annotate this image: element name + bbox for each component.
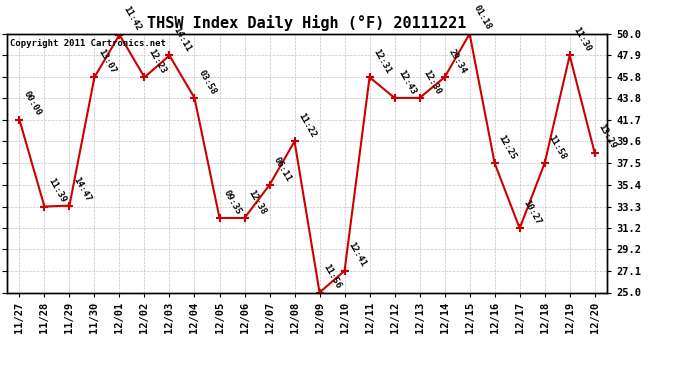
Text: Copyright 2011 Cartronics.net: Copyright 2011 Cartronics.net: [10, 39, 166, 48]
Text: 09:35: 09:35: [221, 188, 243, 216]
Text: 01:18: 01:18: [472, 4, 493, 32]
Text: 00:00: 00:00: [21, 90, 43, 118]
Text: 14:11: 14:11: [172, 26, 193, 53]
Text: 11:56: 11:56: [322, 262, 343, 290]
Text: 12:41: 12:41: [346, 241, 368, 269]
Text: 13:29: 13:29: [597, 123, 618, 151]
Text: 12:30: 12:30: [422, 68, 443, 96]
Text: 12:43: 12:43: [397, 68, 418, 96]
Text: 06:11: 06:11: [272, 155, 293, 183]
Text: 10:27: 10:27: [522, 198, 543, 226]
Text: 12:38: 12:38: [246, 188, 268, 216]
Text: 03:58: 03:58: [197, 68, 218, 96]
Text: 12:23: 12:23: [146, 47, 168, 75]
Text: 11:22: 11:22: [297, 111, 318, 140]
Text: 11:58: 11:58: [546, 133, 568, 161]
Text: 14:47: 14:47: [72, 176, 92, 204]
Text: 12:25: 12:25: [497, 133, 518, 161]
Title: THSW Index Daily High (°F) 20111221: THSW Index Daily High (°F) 20111221: [148, 15, 466, 31]
Text: 11:39: 11:39: [46, 177, 68, 204]
Text: 12:31: 12:31: [372, 47, 393, 75]
Text: 29:34: 29:34: [446, 47, 468, 75]
Text: 11:30: 11:30: [572, 26, 593, 53]
Text: 13:07: 13:07: [97, 47, 118, 75]
Text: 11:42: 11:42: [121, 5, 143, 33]
